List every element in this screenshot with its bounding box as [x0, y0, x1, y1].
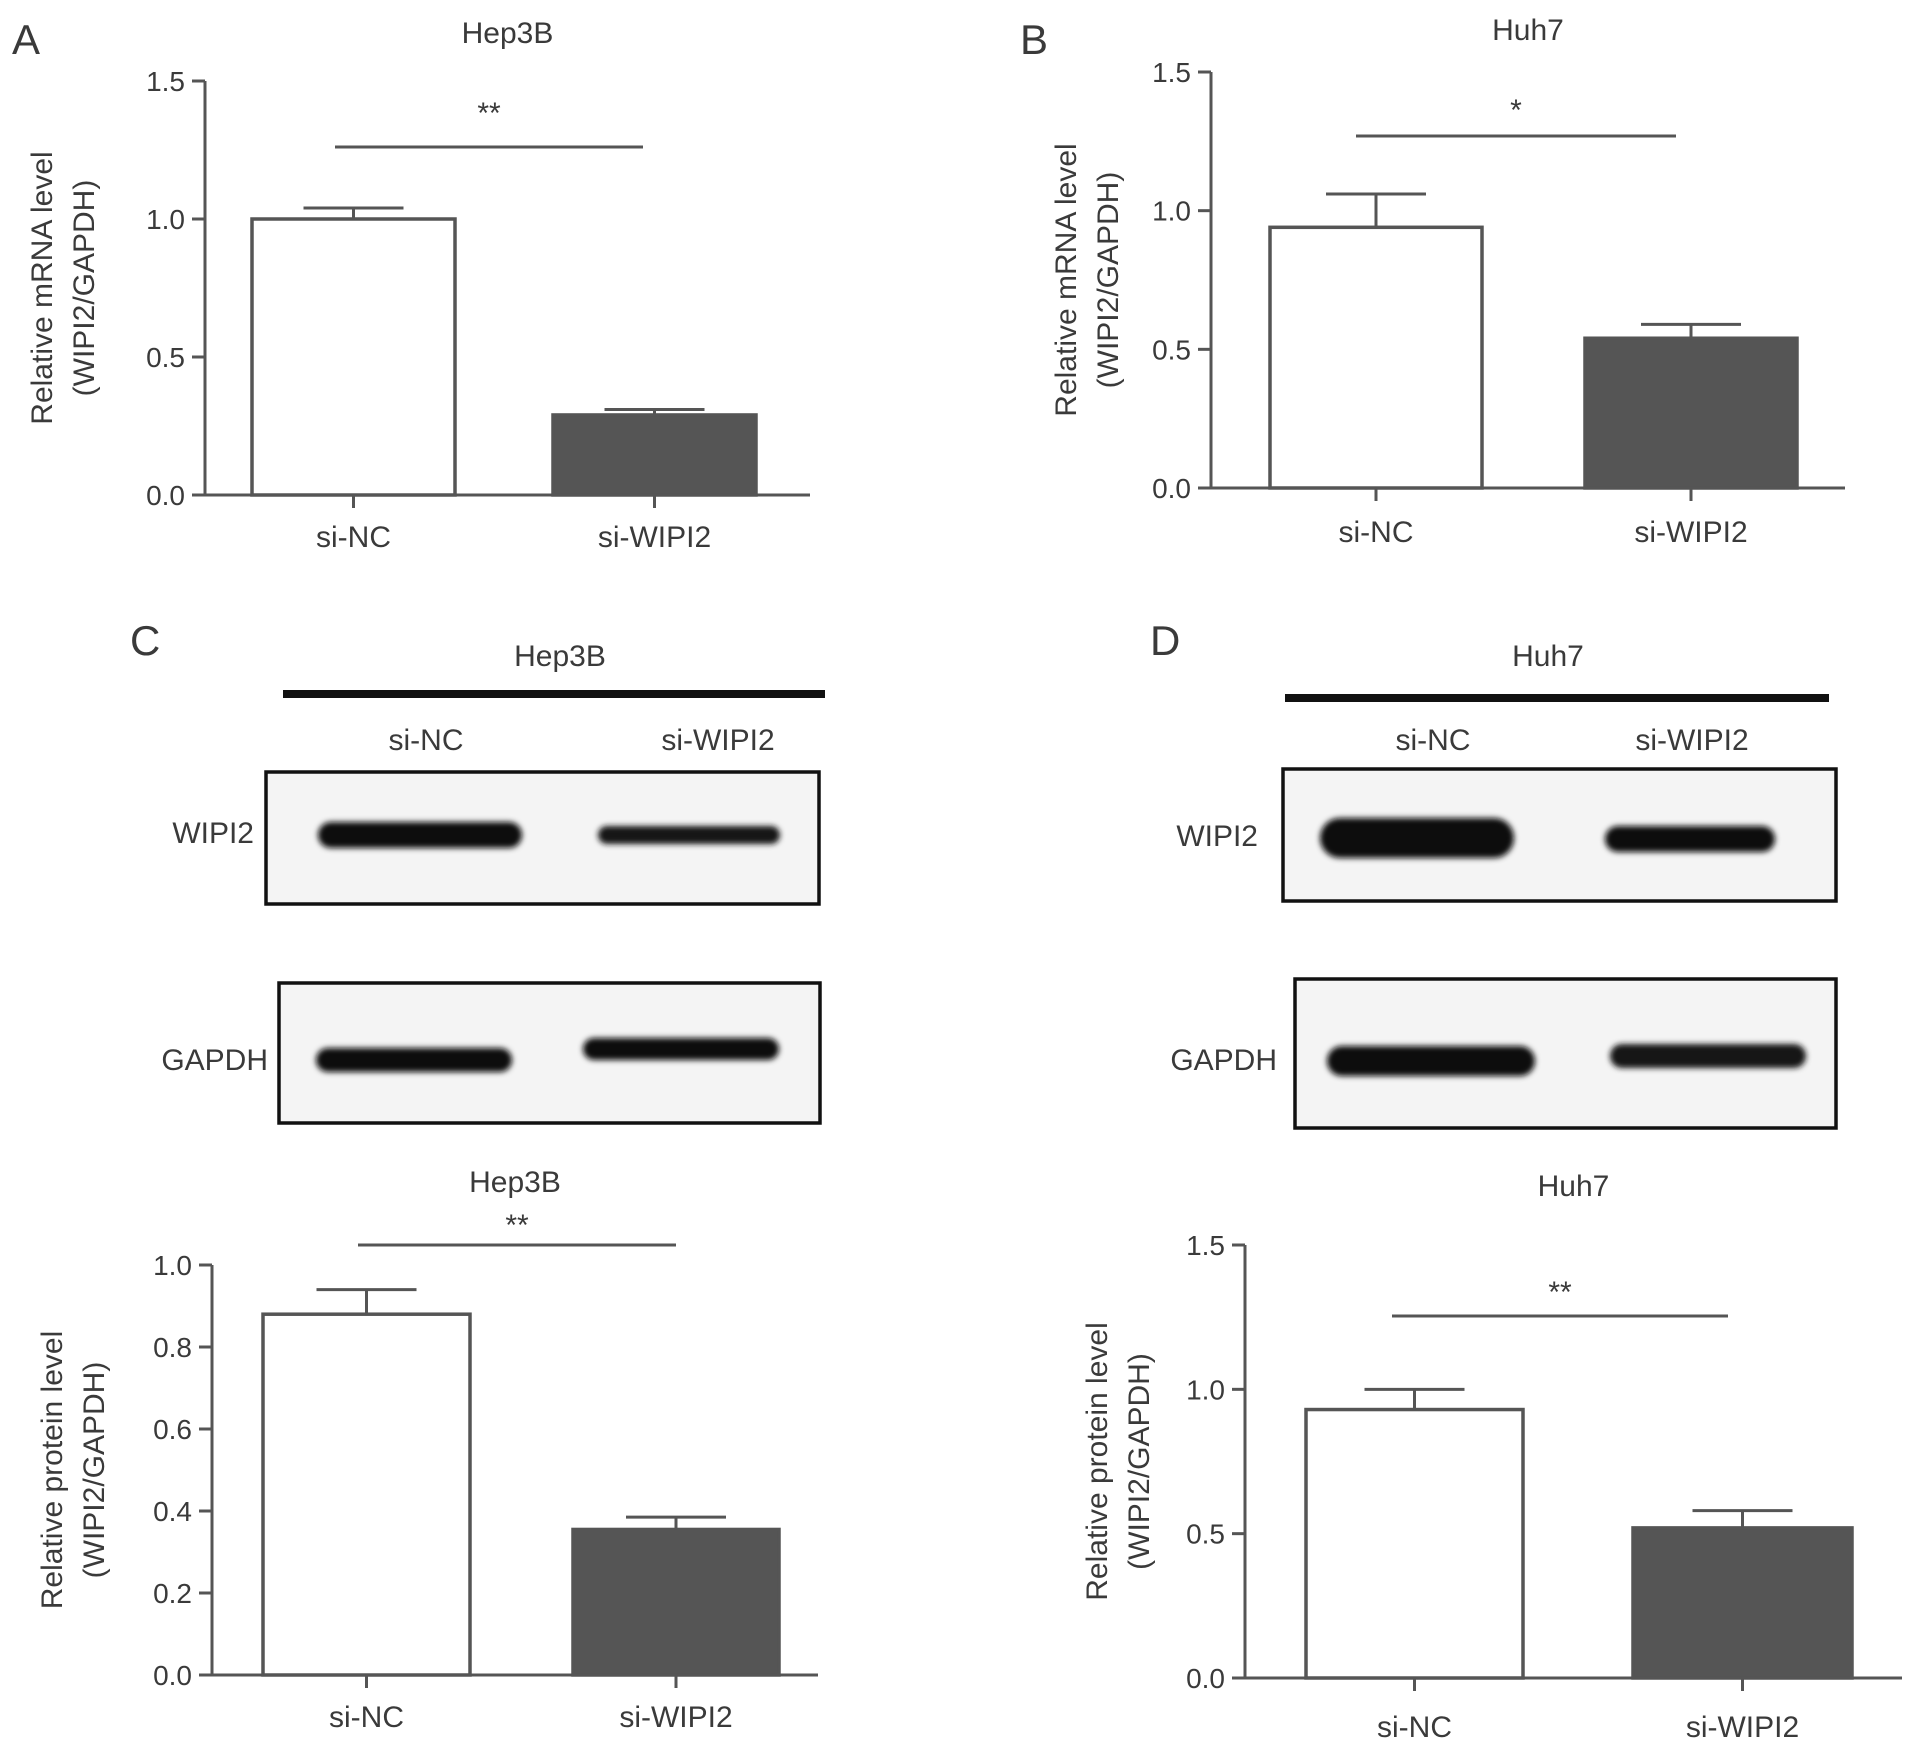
chart-c-category-label: si-WIPI2: [619, 1701, 732, 1734]
chart-c-significance-mark: **: [505, 1209, 529, 1242]
chart-a-y-tick-label: 1.0: [146, 204, 185, 235]
chart-d-y-tick-label: 1.5: [1186, 1230, 1225, 1261]
blot-c-gapdh-band-si-nc: [316, 1048, 512, 1072]
chart-d-bar-si-wipi2: [1631, 1526, 1854, 1680]
chart-a-bar-si-nc: [250, 217, 457, 497]
chart-d-y-tick-label: 1.0: [1186, 1374, 1225, 1405]
chart-c-y-tick-label: 1.0: [153, 1250, 192, 1281]
western-blot-d: Huh7 si-NC si-WIPI2 WIPI2 GAPDH: [1170, 640, 1838, 1130]
chart-a-category-label: si-WIPI2: [598, 521, 711, 554]
chart-b-y-tick-label: 1.5: [1152, 57, 1191, 88]
blot-d-lane-label-1: si-NC: [1396, 724, 1471, 757]
blot-d-cell-line: Huh7: [1512, 640, 1584, 673]
chart-b-y-label-line1: Relative mRNA level: [1050, 143, 1083, 416]
chart-c-bar-si-wipi2: [571, 1527, 781, 1677]
chart-a-y-label-line1: Relative mRNA level: [26, 151, 59, 424]
chart-c-category-label: si-NC: [329, 1701, 404, 1734]
blot-c-lane-label-2: si-WIPI2: [661, 724, 774, 757]
chart-c-y-tick-label: 0.6: [153, 1414, 192, 1445]
chart-b-title: Huh7: [1492, 14, 1564, 47]
panel-letter-b: B: [1020, 16, 1048, 63]
chart-b-category-label: si-NC: [1339, 516, 1414, 549]
blot-c-header-bar: [283, 690, 825, 698]
chart-c-title: Hep3B: [469, 1166, 561, 1199]
chart-d-huh7-protein: Huh7 0.0 0.5 1.0 1.5 Relative protein level (W…: [1081, 1170, 1902, 1742]
blot-c-row-label-gapdh: GAPDH: [161, 1044, 268, 1077]
blot-d-gapdh-band-si-nc: [1327, 1046, 1535, 1076]
chart-b-category-label: si-WIPI2: [1634, 516, 1747, 549]
chart-b-y-label-line2: (WIPI2/GAPDH): [1092, 172, 1125, 389]
chart-c-y-tick-label: 0.0: [153, 1660, 192, 1691]
blot-c-lane-label-1: si-NC: [389, 724, 464, 757]
chart-b-y-tick-label: 1.0: [1152, 196, 1191, 227]
chart-a-title: Hep3B: [462, 17, 554, 50]
blot-d-row-label-gapdh: GAPDH: [1170, 1044, 1277, 1077]
chart-c-y-tick-label: 0.4: [153, 1496, 192, 1527]
chart-d-category-label: si-NC: [1377, 1711, 1452, 1742]
chart-d-y-label-line2: (WIPI2/GAPDH): [1123, 1353, 1156, 1570]
blot-d-header-bar: [1285, 694, 1829, 702]
chart-c-y-label-line1: Relative protein level: [36, 1331, 69, 1609]
panel-letter-c: C: [130, 617, 160, 664]
chart-b-y-tick-label: 0.0: [1152, 473, 1191, 504]
chart-c-y-label-line2: (WIPI2/GAPDH): [78, 1362, 111, 1579]
chart-a-y-tick-label: 1.5: [146, 66, 185, 97]
chart-c-hep3b-protein: Hep3B 0.0 0.2 0.4 0.6 0.8 1.0 Relative protein …: [36, 1166, 818, 1734]
blot-c-gapdh-band-si-wipi2: [583, 1038, 779, 1060]
chart-b-bar-si-wipi2: [1583, 336, 1799, 490]
blot-d-row-label-wipi2: WIPI2: [1176, 820, 1258, 853]
chart-a-category-label: si-NC: [316, 521, 391, 554]
western-blot-c: Hep3B si-NC si-WIPI2 WIPI2 GAPDH: [161, 640, 825, 1125]
panel-letter-a: A: [12, 16, 40, 63]
chart-d-significance-mark: **: [1548, 1276, 1572, 1309]
blot-d-lane-label-2: si-WIPI2: [1635, 724, 1748, 757]
chart-b-huh7-mrna: Huh7 0.0 0.5 1.0 1.5 Relative mRNA level (WIPI…: [1050, 14, 1845, 549]
chart-c-bar-si-nc: [261, 1312, 472, 1677]
chart-c-y-tick-label: 0.2: [153, 1578, 192, 1609]
chart-a-hep3b-mrna: Hep3B 0.0 0.5 1.0 1.5 Relative mRNA level (WIP…: [26, 17, 810, 554]
chart-a-bar-si-wipi2: [551, 413, 758, 497]
blot-d-gapdh-band-si-wipi2: [1610, 1044, 1806, 1068]
blot-d-wipi2-band-si-nc: [1320, 818, 1514, 858]
chart-d-title: Huh7: [1538, 1170, 1610, 1203]
blot-c-wipi2-band-si-nc: [318, 822, 522, 848]
chart-d-y-tick-label: 0.5: [1186, 1519, 1225, 1550]
chart-b-significance-mark: *: [1510, 94, 1522, 127]
chart-d-bar-si-nc: [1304, 1407, 1525, 1680]
chart-b-y-tick-label: 0.5: [1152, 334, 1191, 365]
blot-c-cell-line: Hep3B: [514, 640, 606, 673]
chart-d-y-tick-label: 0.0: [1186, 1663, 1225, 1694]
chart-b-bar-si-nc: [1268, 225, 1484, 490]
chart-a-y-tick-label: 0.5: [146, 342, 185, 373]
chart-a-significance-mark: **: [477, 97, 501, 130]
chart-d-y-label-line1: Relative protein level: [1081, 1322, 1114, 1600]
chart-a-y-tick-label: 0.0: [146, 480, 185, 511]
blot-c-wipi2-band-si-wipi2: [598, 826, 780, 844]
chart-d-category-label: si-WIPI2: [1686, 1711, 1799, 1742]
chart-a-y-label-line2: (WIPI2/GAPDH): [68, 180, 101, 397]
panel-letter-d: D: [1150, 617, 1180, 664]
chart-c-y-tick-label: 0.8: [153, 1332, 192, 1363]
blot-c-row-label-wipi2: WIPI2: [172, 817, 254, 850]
blot-d-wipi2-band-si-wipi2: [1605, 826, 1775, 852]
